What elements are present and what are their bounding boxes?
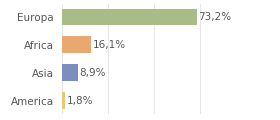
Bar bbox=[62, 92, 65, 109]
Text: 1,8%: 1,8% bbox=[66, 96, 93, 106]
Text: 16,1%: 16,1% bbox=[93, 40, 126, 50]
Bar bbox=[62, 36, 91, 53]
Text: 8,9%: 8,9% bbox=[80, 68, 106, 78]
Bar bbox=[62, 9, 197, 25]
Bar bbox=[62, 64, 78, 81]
Text: 73,2%: 73,2% bbox=[198, 12, 232, 22]
